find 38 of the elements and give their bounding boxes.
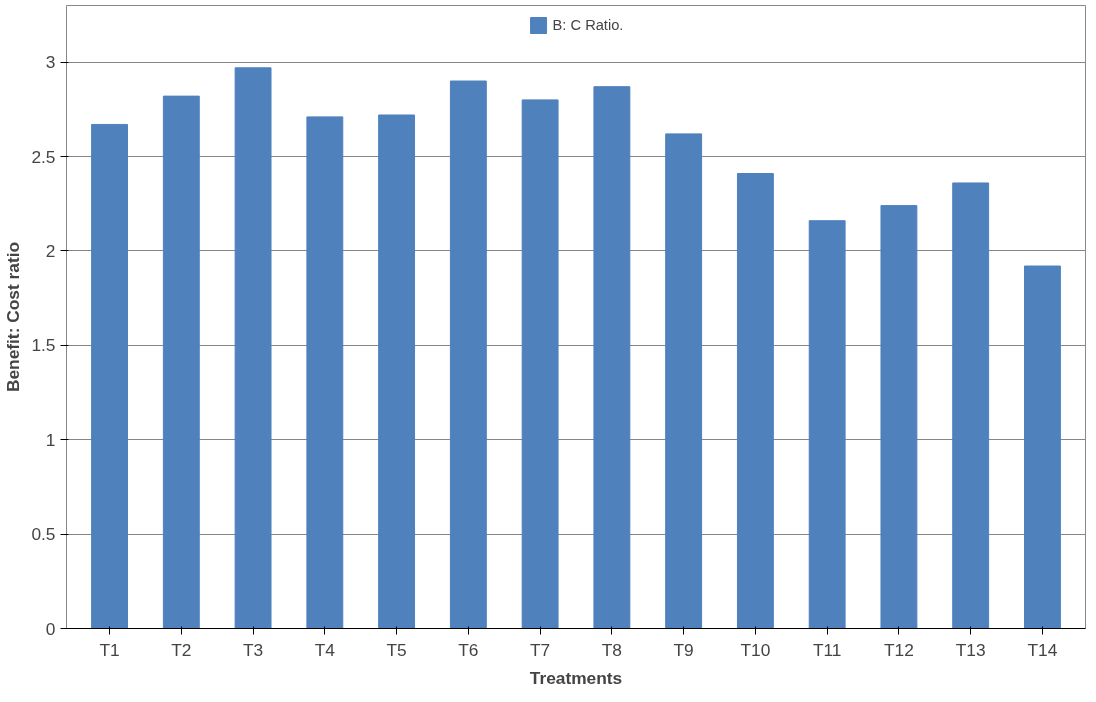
y-tick-label: 0.5 [31, 524, 56, 545]
x-axis-title: Treatments [529, 667, 623, 688]
bar [521, 99, 559, 629]
x-tick-label: T14 [1027, 639, 1058, 660]
y-tick-label: 1.5 [31, 335, 56, 356]
x-tick-label: T11 [812, 639, 842, 660]
y-tick-label: 0 [45, 618, 56, 639]
x-tick-label: T13 [955, 639, 986, 660]
bar [593, 86, 631, 629]
bar [1024, 265, 1061, 629]
x-tick-label: T1 [99, 639, 120, 660]
bar [665, 133, 703, 629]
x-tick-label: T6 [458, 639, 479, 660]
bar [736, 173, 774, 629]
x-tick-label: T9 [673, 639, 694, 660]
x-tick-label: T8 [601, 639, 622, 660]
x-tick-label: T12 [883, 639, 914, 660]
bar [952, 182, 990, 629]
bar [162, 95, 200, 629]
bar [91, 123, 128, 629]
bar [449, 80, 487, 629]
x-tick-label: T2 [171, 639, 192, 660]
bar [880, 205, 918, 629]
y-tick-label: 3 [45, 52, 56, 73]
y-tick-label: 2.5 [31, 146, 56, 167]
bar [306, 116, 344, 629]
legend-label: B: C Ratio. [552, 17, 624, 33]
y-tick-label: 1 [45, 429, 56, 450]
x-tick-label: T10 [740, 639, 771, 660]
x-tick-label: T4 [314, 639, 336, 660]
bar [378, 114, 416, 629]
y-tick-label: 2 [45, 240, 56, 261]
x-tick-label: T7 [530, 639, 551, 660]
y-axis-title: Benefit: Cost ratio [3, 241, 24, 393]
x-tick-label: T3 [242, 639, 264, 660]
bar [234, 67, 272, 629]
bar [808, 220, 846, 629]
x-tick-label: T5 [386, 639, 407, 660]
